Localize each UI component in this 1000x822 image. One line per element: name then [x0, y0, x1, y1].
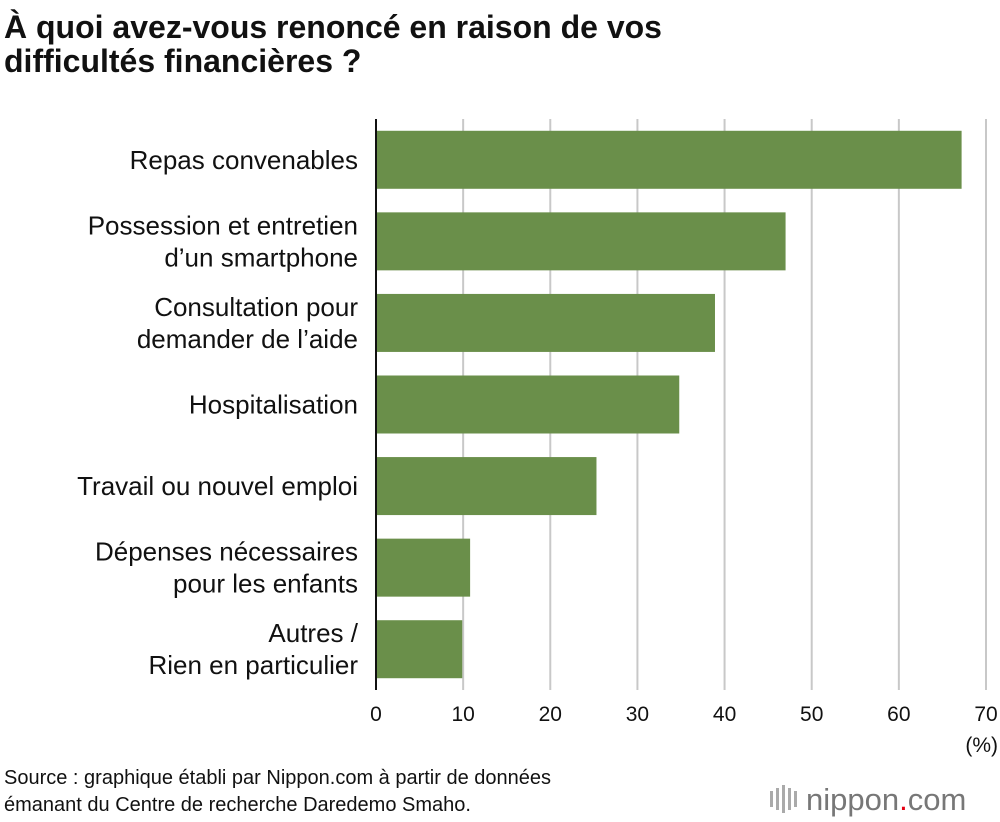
logo-part: com	[908, 782, 967, 817]
x-tick-label: 40	[713, 703, 736, 726]
y-tick-label: Hospitalisation	[189, 390, 358, 420]
logo-icon	[770, 785, 797, 813]
logo: nippon.com	[770, 782, 966, 817]
chart-title: À quoi avez-vous renoncé en raison de vo…	[4, 9, 662, 79]
logo-text: nippon.com	[806, 782, 966, 817]
bar	[376, 130, 962, 189]
x-tick-label: 0	[370, 703, 382, 726]
y-tick-label: Possession et entretien d’un smartphone	[88, 210, 358, 272]
x-tick-label: 10	[451, 703, 474, 726]
bar	[376, 620, 463, 679]
y-tick-label: Autres / Rien en particulier	[148, 618, 358, 680]
bar	[376, 457, 597, 516]
y-tick-label: Dépenses nécessaires pour les enfants	[95, 537, 358, 599]
bar	[376, 375, 680, 434]
logo-part: .	[899, 782, 908, 817]
logo-part: nippon	[806, 782, 899, 817]
x-tick-label: 50	[800, 703, 823, 726]
x-tick-label: 60	[887, 703, 910, 726]
y-tick-label: Repas convenables	[130, 145, 358, 175]
x-tick-label: 70	[974, 703, 997, 726]
x-unit: (%)	[965, 734, 998, 757]
y-tick-label: Consultation pour demander de l’aide	[137, 292, 358, 354]
bar	[376, 293, 715, 352]
y-tick-label: Travail ou nouvel emploi	[77, 471, 358, 501]
source-note: Source : graphique établi par Nippon.com…	[4, 767, 551, 816]
x-tick-label: 20	[539, 703, 562, 726]
bar	[376, 212, 786, 271]
x-tick-label: 30	[626, 703, 649, 726]
bar	[376, 538, 471, 597]
